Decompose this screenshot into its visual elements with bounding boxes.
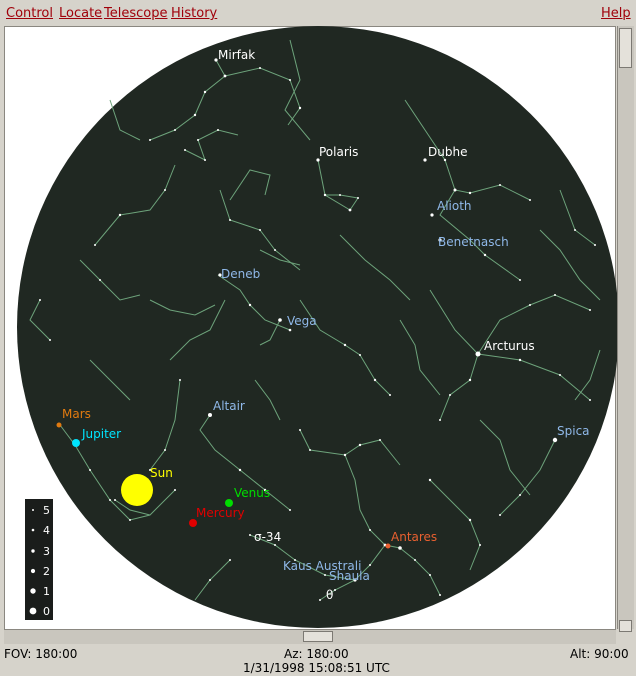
vertical-scroll-thumb[interactable] — [619, 28, 632, 68]
label-theta: θ — [326, 588, 333, 602]
azimuth-readout: Az: 180:00 — [284, 647, 349, 661]
label-polaris: Polaris — [319, 145, 358, 159]
label-arcturus: Arcturus — [484, 339, 535, 353]
menu-telescope[interactable]: Telescope — [104, 6, 168, 21]
magnitude-legend: 5 4 3 2 1 0 — [25, 499, 53, 620]
label-mirfak: Mirfak — [218, 48, 255, 62]
star-field — [39, 58, 596, 601]
menu-bar: Control Locate Telescope History Help — [0, 0, 636, 26]
planet-markers — [56, 422, 391, 549]
label-vega: Vega — [287, 314, 317, 328]
mercury-marker — [189, 519, 197, 527]
label-mars: Mars — [62, 407, 91, 421]
legend-mag-3: 3 — [43, 545, 50, 558]
legend-mag-0: 0 — [43, 605, 50, 618]
label-alioth: Alioth — [437, 199, 472, 213]
label-jupiter: Jupiter — [81, 427, 121, 441]
jupiter-marker — [72, 439, 80, 447]
altitude-readout: Alt: 90:00 — [570, 647, 629, 661]
label-shaula: Shaula — [329, 569, 370, 583]
legend-mag-1: 1 — [43, 585, 50, 598]
menu-locate[interactable]: Locate — [59, 6, 103, 21]
label-venus: Venus — [234, 486, 270, 500]
legend-mag-2: 2 — [43, 565, 50, 578]
label-benetnasch: Benetnasch — [438, 235, 509, 249]
horizontal-scrollbar[interactable] — [4, 629, 616, 644]
status-bar: FOV: 180:00 Az: 180:00 Alt: 90:00 1/31/1… — [0, 644, 636, 676]
label-dubhe: Dubhe — [428, 145, 467, 159]
label-antares: Antares — [391, 530, 437, 544]
menu-control[interactable]: Control — [6, 6, 53, 21]
menu-history[interactable]: History — [171, 6, 218, 21]
horizontal-scroll-thumb[interactable] — [303, 631, 333, 642]
vertical-scroll-end[interactable] — [619, 620, 632, 632]
sun-marker — [121, 474, 153, 506]
antares-marker — [385, 543, 391, 549]
legend-mag-4: 4 — [43, 524, 50, 537]
label-spica: Spica — [557, 424, 590, 438]
label-kaus-australi: Kaus Australi — [283, 559, 361, 573]
venus-marker — [225, 499, 233, 507]
legend-mag-5: 5 — [43, 504, 50, 517]
mars-marker — [56, 422, 62, 428]
menu-help[interactable]: Help — [601, 6, 631, 21]
label-mercury: Mercury — [196, 506, 245, 520]
label-sigma34: σ-34 — [254, 530, 281, 544]
label-sun: Sun — [150, 466, 173, 480]
label-altair: Altair — [213, 399, 245, 413]
datetime-readout: 1/31/1998 15:08:51 UTC — [243, 661, 390, 675]
fov-readout: FOV: 180:00 — [4, 647, 78, 661]
label-deneb: Deneb — [221, 267, 260, 281]
vertical-scrollbar[interactable] — [617, 26, 634, 632]
